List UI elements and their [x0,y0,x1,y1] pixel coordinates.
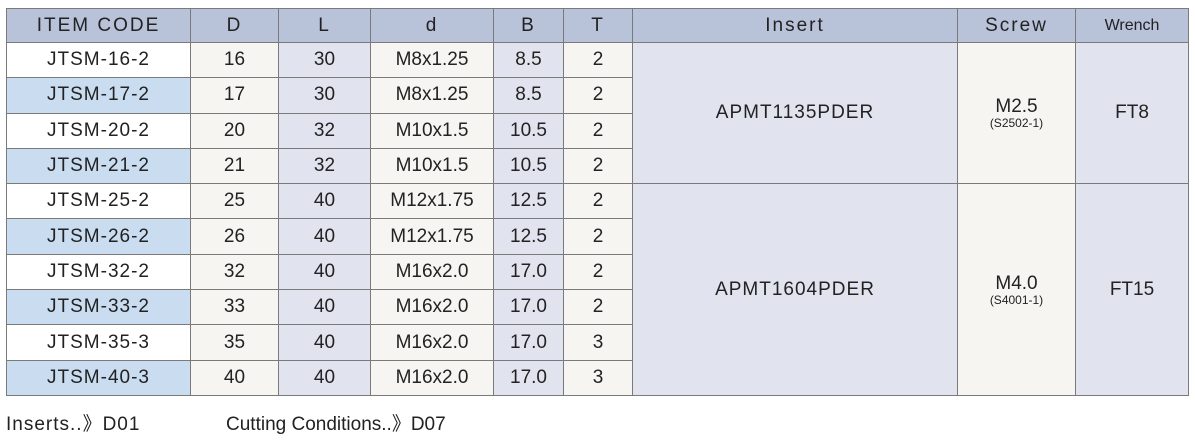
header-d-diameter: D [190,8,279,43]
screw-size: M2.5 [995,96,1038,118]
l-length-cell: 30 [278,41,371,79]
b-value-cell: 8.5 [493,77,564,114]
l-length-cell: 40 [278,183,371,220]
product-table: ITEM CODE D L d B T Insert Screw Wrench … [6,8,1189,396]
inserts-reference: Inserts..》D01 [6,414,141,435]
t-value-cell: 3 [563,359,633,396]
b-value-cell: 12.5 [493,183,564,220]
l-length-cell: 32 [278,112,371,149]
item-code-cell: JTSM-35-3 [6,324,191,361]
item-code-cell: JTSM-21-2 [6,147,191,185]
t-value-cell: 2 [563,183,633,220]
cutting-conditions-reference: Cutting Conditions..》D07 [226,414,446,435]
d-thread-cell: M12x1.75 [370,183,494,220]
d-thread-cell: M12x1.75 [370,218,494,255]
b-value-cell: 10.5 [493,112,564,149]
wrench-cell: FT8 [1075,41,1189,185]
t-value-cell: 2 [563,289,633,326]
insert-cell: APMT1135PDER [632,41,958,185]
item-code-cell: JTSM-17-2 [6,77,191,114]
header-row: ITEM CODE D L d B T Insert Screw Wrench [6,8,1189,43]
d-diameter-cell: 21 [190,147,279,185]
screw-code: (S2502-1) [989,116,1044,131]
header-t: T [563,8,633,43]
t-value-cell: 3 [563,324,633,361]
item-code-cell: JTSM-40-3 [6,359,191,396]
d-diameter-cell: 35 [190,324,279,361]
d-thread-cell: M16x2.0 [370,359,494,396]
b-value-cell: 17.0 [493,324,564,361]
insert-cell: APMT1604PDER [632,183,958,396]
d-thread-cell: M10x1.5 [370,147,494,185]
l-length-cell: 40 [278,218,371,255]
l-length-cell: 40 [278,289,371,326]
l-length-cell: 32 [278,147,371,185]
l-length-cell: 40 [278,359,371,396]
table-row: JTSM-17-2 17 30 M8x1.25 8.5 2 [6,77,1189,114]
header-wrench: Wrench [1075,8,1189,43]
d-diameter-cell: 33 [190,289,279,326]
d-thread-cell: M16x2.0 [370,253,494,291]
item-code-cell: JTSM-20-2 [6,112,191,149]
d-diameter-cell: 26 [190,218,279,255]
table-row: JTSM-20-2 20 32 M10x1.5 10.5 2 [6,112,1189,149]
item-code-cell: JTSM-16-2 [6,41,191,79]
t-value-cell: 2 [563,77,633,114]
t-value-cell: 2 [563,218,633,255]
screw-cell: M2.5 (S2502-1) [957,41,1076,185]
b-value-cell: 10.5 [493,147,564,185]
table-row: JTSM-26-2 26 40 M12x1.75 12.5 2 [6,218,1189,255]
header-item-code: ITEM CODE [6,8,191,43]
t-value-cell: 2 [563,147,633,185]
header-l-length: L [278,8,371,43]
screw-code: (S4001-1) [989,292,1044,307]
table-row: JTSM-33-2 33 40 M16x2.0 17.0 2 [6,289,1189,326]
d-diameter-cell: 40 [190,359,279,396]
t-value-cell: 2 [563,253,633,291]
d-thread-cell: M8x1.25 [370,77,494,114]
header-b: B [493,8,564,43]
table-row: JTSM-40-3 40 40 M16x2.0 17.0 3 [6,359,1189,396]
header-screw: Screw [957,8,1076,43]
d-thread-cell: M8x1.25 [370,41,494,79]
header-insert: Insert [632,8,958,43]
item-code-cell: JTSM-25-2 [6,183,191,220]
item-code-cell: JTSM-33-2 [6,289,191,326]
item-code-cell: JTSM-32-2 [6,253,191,291]
b-value-cell: 8.5 [493,41,564,79]
l-length-cell: 40 [278,324,371,361]
b-value-cell: 17.0 [493,289,564,326]
d-diameter-cell: 20 [190,112,279,149]
d-diameter-cell: 17 [190,77,279,114]
header-d-thread: d [370,8,494,43]
d-diameter-cell: 25 [190,183,279,220]
t-value-cell: 2 [563,112,633,149]
d-thread-cell: M10x1.5 [370,112,494,149]
b-value-cell: 12.5 [493,218,564,255]
l-length-cell: 40 [278,253,371,291]
l-length-cell: 30 [278,77,371,114]
screw-cell: M4.0 (S4001-1) [957,183,1076,396]
wrench-cell: FT15 [1075,183,1189,396]
d-thread-cell: M16x2.0 [370,324,494,361]
d-diameter-cell: 16 [190,41,279,79]
screw-size: M4.0 [995,272,1038,294]
table-row: JTSM-16-2 16 30 M8x1.25 8.5 2 APMT1135PDER M2.5… [6,41,1189,185]
t-value-cell: 2 [563,41,633,79]
b-value-cell: 17.0 [493,359,564,396]
d-thread-cell: M16x2.0 [370,289,494,326]
d-diameter-cell: 32 [190,253,279,291]
table-row: JTSM-32-2 32 40 M16x2.0 17.0 2 [6,253,1189,291]
item-code-cell: JTSM-26-2 [6,218,191,255]
table-row: JTSM-25-2 25 40 M12x1.75 12.5 2 APMT1604PDER M4… [6,183,1189,396]
b-value-cell: 17.0 [493,253,564,291]
